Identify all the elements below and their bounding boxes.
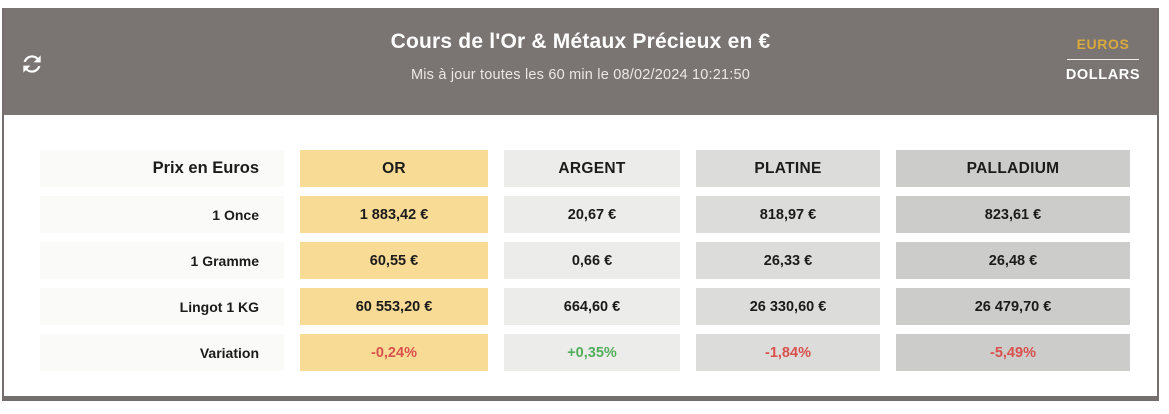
variation-value: -0,24% (371, 344, 417, 361)
price-cell-palladium-once: 823,61 € (896, 196, 1130, 233)
price-cell-palladium-gramme: 26,48 € (896, 242, 1130, 279)
row-label-text: Lingot 1 KG (179, 298, 259, 315)
variation-cell-palladium: -5,49% (896, 334, 1130, 371)
row-label-text: 1 Gramme (190, 252, 259, 269)
currency-toggle: EUROS DOLLARS (1065, 36, 1141, 83)
column-header-text: OR (382, 159, 406, 177)
price-table: Prix en Euros OR ARGENT PLATINE PALLADIU… (40, 150, 1157, 371)
price-cell-palladium-lingot: 26 479,70 € (896, 288, 1130, 325)
corner-label-text: Prix en Euros (152, 159, 259, 177)
price-cell-or-lingot: 60 553,20 € (300, 288, 488, 325)
price-value: 60,55 € (369, 252, 419, 269)
price-cell-platine-once: 818,97 € (696, 196, 880, 233)
price-value: 26,33 € (763, 252, 813, 269)
price-value: 60 553,20 € (355, 298, 433, 315)
variation-cell-platine: -1,84% (696, 334, 880, 371)
price-cell-platine-gramme: 26,33 € (696, 242, 880, 279)
refresh-icon (19, 55, 45, 80)
currency-tab-dollars[interactable]: DOLLARS (1065, 67, 1141, 83)
price-value: 664,60 € (563, 298, 621, 315)
variation-value: -1,84% (765, 344, 811, 361)
column-header-text: PLATINE (754, 159, 822, 177)
price-cell-or-once: 1 883,42 € (300, 196, 488, 233)
row-label-variation: Variation (40, 334, 284, 371)
price-value: 20,67 € (567, 206, 617, 223)
column-header-text: PALLADIUM (966, 159, 1060, 177)
table-corner-label: Prix en Euros (40, 150, 284, 187)
column-header-palladium: PALLADIUM (896, 150, 1130, 187)
price-value: 1 883,42 € (359, 206, 429, 223)
column-header-text: ARGENT (558, 159, 626, 177)
column-header-platine: PLATINE (696, 150, 880, 187)
price-cell-or-gramme: 60,55 € (300, 242, 488, 279)
last-updated-text: Mis à jour toutes les 60 min le 08/02/20… (410, 67, 751, 83)
price-value: 26 479,70 € (974, 298, 1052, 315)
column-header-or: OR (300, 150, 488, 187)
refresh-button[interactable] (18, 51, 46, 79)
currency-tab-euros[interactable]: EUROS (1076, 36, 1130, 52)
price-cell-argent-gramme: 0,66 € (504, 242, 680, 279)
price-value: 26 330,60 € (749, 298, 827, 315)
price-cell-platine-lingot: 26 330,60 € (696, 288, 880, 325)
price-value: 823,61 € (984, 206, 1042, 223)
price-value: 818,97 € (759, 206, 817, 223)
row-label-text: Variation (199, 344, 259, 361)
row-label-lingot: Lingot 1 KG (40, 288, 284, 325)
variation-cell-or: -0,24% (300, 334, 488, 371)
row-label-text: 1 Once (212, 206, 259, 223)
row-label-gramme: 1 Gramme (40, 242, 284, 279)
price-cell-argent-lingot: 664,60 € (504, 288, 680, 325)
variation-cell-argent: +0,35% (504, 334, 680, 371)
column-header-argent: ARGENT (504, 150, 680, 187)
price-cell-argent-once: 20,67 € (504, 196, 680, 233)
widget-header: Cours de l'Or & Métaux Précieux en € Mis… (4, 8, 1157, 115)
gold-price-widget: Cours de l'Or & Métaux Précieux en € Mis… (2, 8, 1159, 401)
variation-value: +0,35% (567, 344, 617, 361)
page-title: Cours de l'Or & Métaux Précieux en € (390, 30, 771, 53)
row-label-once: 1 Once (40, 196, 284, 233)
price-value: 0,66 € (571, 252, 613, 269)
currency-active-underline (1067, 59, 1139, 60)
price-value: 26,48 € (988, 252, 1038, 269)
variation-value: -5,49% (990, 344, 1036, 361)
